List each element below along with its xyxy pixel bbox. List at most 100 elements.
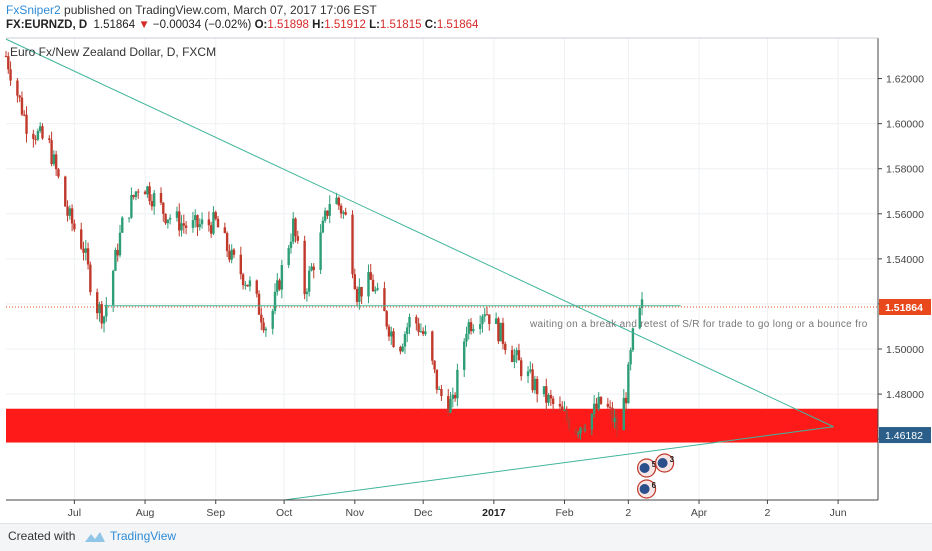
candle-down [48, 138, 51, 141]
candle-down [54, 154, 58, 170]
open-value: 1.51898 [267, 19, 309, 31]
candle-up [463, 341, 466, 370]
tradingview-link[interactable]: TradingView [110, 529, 177, 543]
close-label: C: [424, 19, 437, 31]
candle-up [583, 429, 587, 431]
candle-down [469, 322, 473, 332]
candle-up [631, 328, 635, 351]
event-flag-icon[interactable]: 5 [636, 458, 657, 478]
symbol-label: FX:EURNZD, D [6, 19, 88, 31]
candle-down [209, 225, 213, 234]
candle-down [41, 126, 44, 139]
x-tick-label: Sep [206, 507, 225, 519]
candle-down [488, 314, 491, 325]
ascending-trendline [284, 426, 834, 501]
candle-down [415, 316, 418, 324]
candle-up [499, 322, 502, 342]
candle-up [613, 417, 616, 423]
candle-down [25, 114, 28, 134]
symbol-ohlc-bar: FX:EURNZD, D 1.51864 ▼ −0.00034 (−0.02%)… [6, 19, 478, 31]
candle-up [105, 304, 108, 317]
candle-down [485, 314, 489, 316]
event-count-label: 6 [652, 481, 657, 490]
candle-down [148, 186, 151, 202]
candle-up [289, 241, 293, 249]
candle-up [166, 219, 170, 224]
tradingview-logo-icon[interactable] [84, 530, 106, 544]
author-link[interactable]: FxSniper2 [6, 3, 61, 17]
candle-down [50, 140, 53, 165]
candle-down [440, 389, 443, 397]
candle-up [200, 219, 204, 225]
open-label: O: [254, 19, 268, 31]
candle-down [615, 417, 619, 431]
candle-up [467, 322, 470, 334]
candle-up [533, 378, 537, 391]
high-label: H: [312, 19, 325, 31]
candle-down [399, 346, 402, 352]
candle-up [494, 318, 498, 325]
candle-up [563, 410, 566, 412]
candle-down [517, 350, 521, 361]
candle-down [360, 286, 363, 297]
candle-down [433, 360, 436, 370]
x-tick-label: 2 [764, 507, 770, 519]
down-arrow-icon: ▼ [138, 19, 150, 31]
candle-up [406, 327, 409, 335]
x-tick-label: Jun [830, 507, 847, 519]
x-tick-label: 2017 [482, 507, 506, 519]
price-chart[interactable]: 1.620001.600001.580001.560001.540001.520… [0, 0, 932, 523]
event-flag-dot [639, 463, 650, 473]
candle-up [212, 212, 215, 234]
candle-down [326, 210, 329, 216]
candle-up [38, 126, 42, 132]
candle-up [180, 223, 183, 231]
candle-series [4, 50, 644, 440]
candle-up [102, 316, 106, 324]
last-price: 1.51864 [93, 19, 136, 31]
support-zone [6, 408, 878, 443]
candle-down [223, 227, 227, 234]
candle-down [549, 394, 553, 399]
candle-up [401, 346, 404, 352]
event-flag-icon[interactable]: 6 [636, 479, 657, 499]
event-flag-icon[interactable]: 3 [654, 453, 675, 473]
candle-up [305, 291, 309, 295]
candle-down [228, 251, 231, 260]
candle-down [606, 403, 610, 407]
candle-up [68, 208, 72, 216]
y-tick-label: 1.54000 [886, 254, 924, 266]
candle-down [246, 284, 249, 287]
candle-down [545, 386, 548, 403]
candle-down [392, 331, 395, 347]
candle-up [456, 369, 459, 399]
candle-down [143, 191, 147, 195]
candle-up [98, 304, 101, 314]
y-tick-label: 1.48000 [886, 389, 924, 401]
candle-down [611, 407, 614, 423]
candle-down [132, 195, 135, 198]
candle-down [214, 212, 217, 219]
current-price-tag [879, 298, 931, 315]
candle-down [353, 274, 356, 289]
candle-down [431, 331, 434, 361]
x-tick-label: Jul [68, 507, 81, 519]
y-tick-label: 1.50000 [886, 344, 924, 356]
x-tick-label: Aug [136, 507, 155, 519]
candle-down [355, 288, 359, 302]
candle-down [296, 236, 299, 241]
candle-up [118, 232, 122, 256]
y-axis: 1.620001.600001.580001.560001.540001.520… [878, 74, 924, 446]
candle-down [303, 240, 306, 295]
candle-up [52, 154, 56, 165]
x-tick-label: Nov [345, 507, 364, 519]
candle-down [196, 215, 199, 228]
candle-up [638, 307, 641, 329]
candle-up [465, 333, 468, 342]
candle-up [547, 394, 550, 403]
candle-down [344, 212, 347, 215]
candle-down [510, 350, 514, 362]
candle-up [597, 396, 600, 409]
candle-up [230, 249, 233, 260]
candle-up [146, 186, 149, 195]
